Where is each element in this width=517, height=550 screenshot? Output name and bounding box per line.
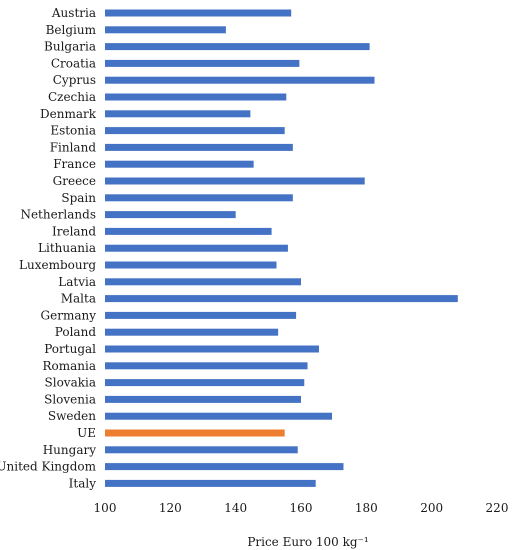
bar-cyprus: [105, 76, 375, 84]
category-label-portugal: Portugal: [44, 342, 96, 356]
bar-austria: [105, 9, 292, 17]
bar-ue: [105, 429, 285, 437]
category-label-sweden: Sweden: [48, 409, 96, 423]
bar-portugal: [105, 345, 319, 353]
category-label-ireland: Ireland: [52, 224, 96, 238]
category-label-luxembourg: Luxembourg: [19, 258, 96, 272]
bar-germany: [105, 311, 297, 319]
category-label-united-kingdom: United Kingdom: [0, 460, 97, 474]
category-label-estonia: Estonia: [50, 124, 96, 138]
bar-bulgaria: [105, 43, 370, 51]
bar-lithuania: [105, 244, 288, 252]
bar-czechia: [105, 93, 287, 101]
category-label-netherlands: Netherlands: [20, 208, 96, 222]
bar-italy: [105, 479, 316, 487]
bar-sweden: [105, 412, 333, 420]
category-label-latvia: Latvia: [58, 275, 96, 289]
bar-estonia: [105, 127, 285, 135]
bar-denmark: [105, 110, 251, 118]
bar-spain: [105, 194, 293, 202]
category-label-poland: Poland: [55, 325, 97, 339]
category-label-croatia: Croatia: [51, 56, 96, 70]
category-label-czechia: Czechia: [48, 90, 96, 104]
category-label-malta: Malta: [61, 292, 96, 306]
bars-group: [105, 9, 458, 487]
bar-luxembourg: [105, 261, 277, 269]
category-label-spain: Spain: [61, 191, 96, 205]
bar-france: [105, 160, 254, 168]
x-tick-labels: 100 120 140 160 180 200 220: [94, 501, 509, 515]
bar-romania: [105, 362, 308, 370]
bar-finland: [105, 143, 293, 151]
bar-greece: [105, 177, 365, 185]
category-label-slovenia: Slovenia: [44, 392, 96, 406]
x-tick-label-180: 180: [355, 501, 378, 515]
category-labels: Austria Belgium Bulgaria Croatia Cyprus Czech…: [0, 6, 97, 490]
bar-poland: [105, 328, 279, 336]
bar-united-kingdom: [105, 463, 344, 471]
category-label-ue: UE: [77, 426, 96, 440]
bar-belgium: [105, 26, 226, 34]
bar-ireland: [105, 227, 272, 235]
bar-slovenia: [105, 395, 301, 403]
category-label-romania: Romania: [42, 359, 96, 373]
category-label-denmark: Denmark: [40, 107, 97, 121]
bar-hungary: [105, 446, 298, 454]
category-label-hungary: Hungary: [43, 443, 96, 457]
x-tick-label-160: 160: [290, 501, 313, 515]
x-tick-label-120: 120: [159, 501, 182, 515]
category-label-austria: Austria: [51, 6, 96, 20]
bar-latvia: [105, 278, 301, 286]
category-label-slovakia: Slovakia: [45, 376, 96, 390]
x-axis-title: Price Euro 100 kg⁻¹: [247, 535, 368, 549]
category-label-greece: Greece: [53, 174, 96, 188]
bar-croatia: [105, 59, 300, 67]
category-label-cyprus: Cyprus: [53, 73, 96, 87]
category-label-italy: Italy: [69, 476, 97, 490]
category-label-finland: Finland: [50, 140, 97, 154]
bar-slovakia: [105, 379, 305, 387]
x-tick-label-100: 100: [94, 501, 117, 515]
category-label-germany: Germany: [41, 308, 97, 322]
category-label-belgium: Belgium: [46, 23, 97, 37]
x-tick-label-220: 220: [486, 501, 509, 515]
category-label-bulgaria: Bulgaria: [44, 40, 96, 54]
category-label-lithuania: Lithuania: [38, 241, 96, 255]
category-label-france: France: [53, 157, 96, 171]
x-tick-label-200: 200: [420, 501, 443, 515]
bar-malta: [105, 295, 458, 303]
x-tick-label-140: 140: [224, 501, 247, 515]
bar-netherlands: [105, 211, 236, 219]
